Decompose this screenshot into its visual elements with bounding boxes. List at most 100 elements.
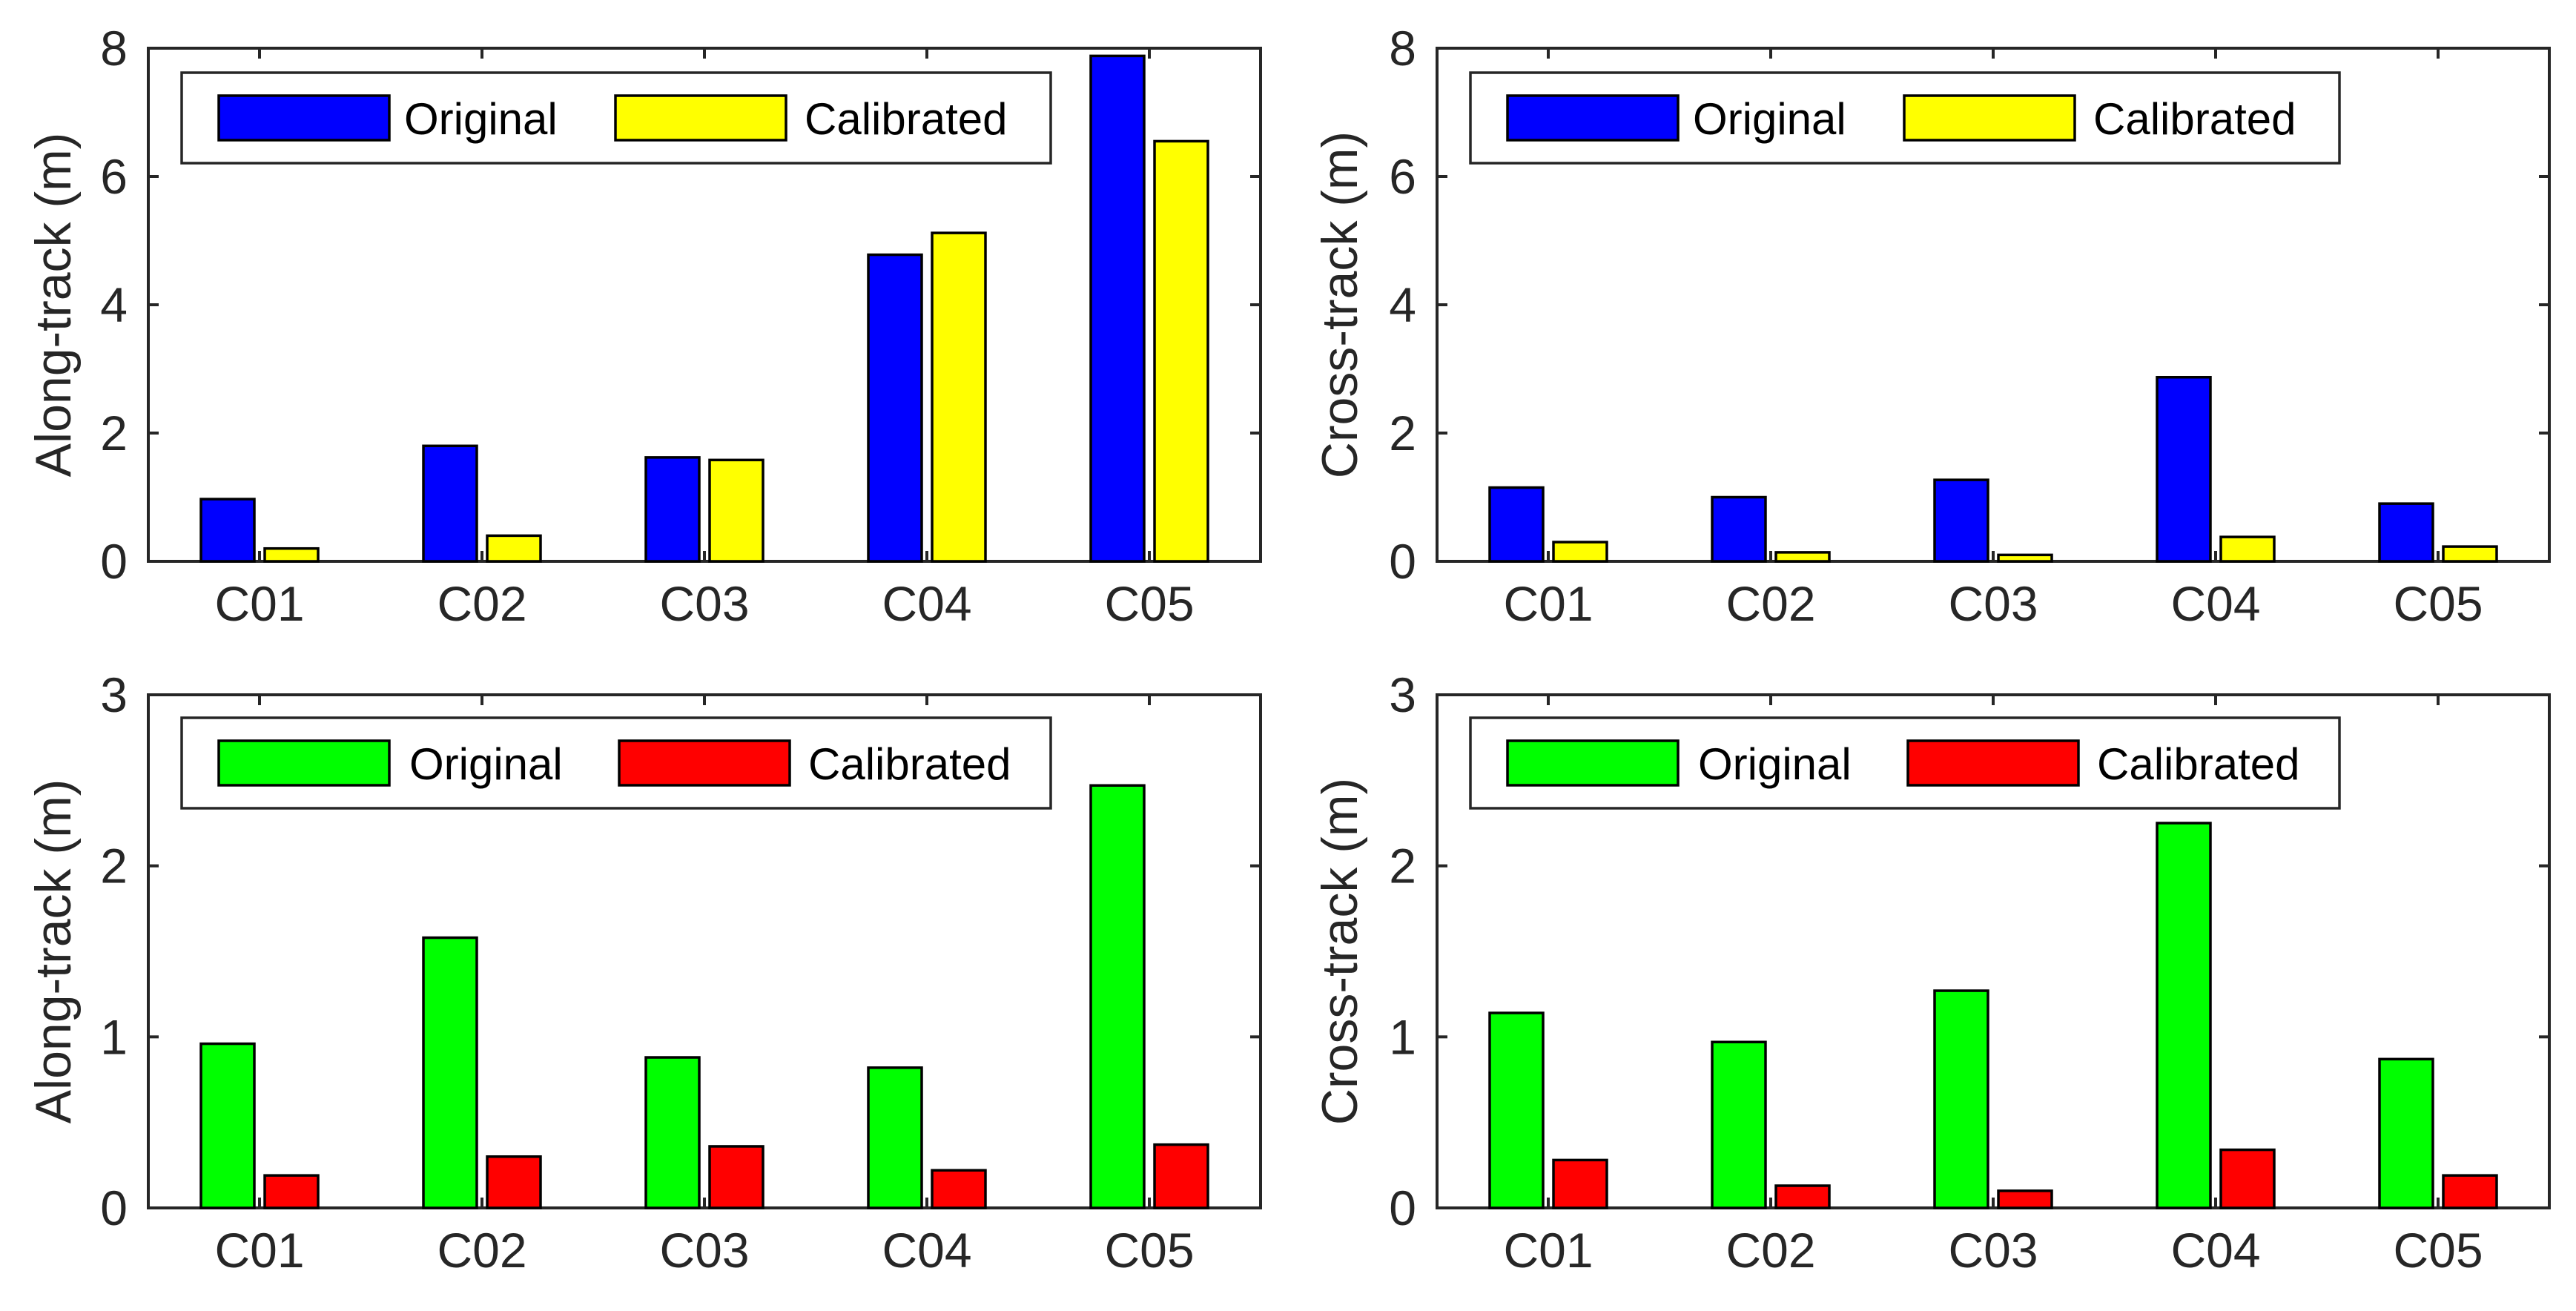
bar-c02-original: [422, 444, 478, 563]
legend: Original Calibrated: [1469, 716, 2341, 810]
x-tick-label: C03: [1948, 1223, 2038, 1278]
x-tick-label: C04: [882, 576, 971, 631]
bar-group: [1488, 822, 2498, 1209]
y-tick-label: 3: [100, 667, 128, 722]
bar-group: [199, 784, 1209, 1209]
x-tick-label: C05: [2393, 576, 2483, 631]
y-ticks: 0 1 2 3: [1389, 667, 2549, 1235]
y-tick-label: 1: [100, 1009, 128, 1064]
bar-c04-original: [2156, 822, 2212, 1209]
bar-c01-original: [199, 1042, 256, 1209]
bar-c01-original: [1488, 1011, 1545, 1209]
bar-c05-original: [2378, 502, 2434, 563]
legend-swatch-original: [1506, 739, 1680, 787]
legend-label-original: Original: [404, 94, 558, 144]
y-tick-label: 0: [100, 1180, 128, 1235]
x-ticks: C01 C02 C03 C04 C05: [214, 48, 1195, 631]
y-ticks: 0 2 4 6 8: [1389, 21, 2549, 589]
bar-c04-calibrated: [931, 231, 987, 563]
bar-c01-calibrated: [263, 546, 320, 563]
x-tick-label: C01: [1503, 1223, 1593, 1278]
bar-c04-calibrated: [931, 1169, 987, 1209]
bar-c05-calibrated: [1153, 139, 1209, 563]
legend-label-calibrated: Calibrated: [808, 739, 1011, 789]
x-tick-label: C04: [882, 1223, 971, 1278]
bar-c04-original: [2156, 375, 2212, 563]
bar-c05-calibrated: [2442, 545, 2498, 563]
x-tick-label: C05: [1104, 576, 1194, 631]
bar-c04-calibrated: [2219, 535, 2276, 563]
bar-c03-calibrated: [708, 458, 764, 563]
y-tick-label: 8: [100, 21, 128, 76]
legend-swatch-calibrated: [614, 94, 787, 142]
legend-swatch-calibrated: [618, 739, 791, 787]
bar-c05-calibrated: [1153, 1143, 1209, 1209]
x-tick-label: C03: [659, 576, 749, 631]
legend: Original Calibrated: [180, 71, 1052, 165]
y-tick-label: 0: [1389, 534, 1416, 589]
panel-bottom-left: Along-track (m) 0 1 2 3 C01 C02 C03 C04 C05 Ori…: [25, 667, 1262, 1278]
bar-c02-original: [422, 936, 478, 1209]
bar-c02-original: [1711, 495, 1767, 563]
y-tick-label: 6: [1389, 149, 1416, 204]
x-ticks: C01 C02 C03 C04 C05: [1503, 695, 2483, 1278]
legend-swatch-original: [217, 739, 391, 787]
y-axis-label: Cross-track (m): [1312, 131, 1368, 478]
bar-group: [1488, 375, 2498, 563]
bar-c01-original: [199, 498, 256, 563]
bar-c03-original: [1933, 989, 1989, 1209]
bar-c02-calibrated: [486, 1155, 542, 1209]
x-tick-label: C05: [1104, 1223, 1194, 1278]
y-tick-label: 4: [100, 277, 128, 332]
x-tick-label: C01: [214, 576, 304, 631]
bar-c05-calibrated: [2442, 1174, 2498, 1209]
y-tick-label: 2: [1389, 839, 1416, 894]
bar-c02-calibrated: [1774, 551, 1831, 563]
legend-swatch-calibrated: [1903, 94, 2076, 142]
legend-label-calibrated: Calibrated: [2097, 739, 2300, 789]
legend-label-original: Original: [1698, 739, 1852, 789]
x-tick-label: C03: [659, 1223, 749, 1278]
x-ticks: C01 C02 C03 C04 C05: [214, 695, 1195, 1278]
x-tick-label: C02: [1725, 576, 1815, 631]
bar-c04-original: [867, 253, 923, 563]
legend-label-original: Original: [1693, 94, 1846, 144]
legend-label-calibrated: Calibrated: [805, 94, 1008, 144]
x-tick-label: C02: [437, 1223, 526, 1278]
x-tick-label: C02: [1725, 1223, 1815, 1278]
bar-c03-original: [644, 456, 701, 563]
x-tick-label: C04: [2170, 576, 2260, 631]
x-tick-label: C01: [214, 1223, 304, 1278]
legend-label-original: Original: [409, 739, 563, 789]
y-tick-label: 0: [100, 534, 128, 589]
y-tick-label: 2: [100, 406, 128, 460]
bar-c03-original: [644, 1056, 701, 1209]
legend: Original Calibrated: [180, 716, 1052, 810]
y-tick-label: 6: [100, 149, 128, 204]
panel-bottom-right: Cross-track (m) 0 1 2 3 C01 C02 C03 C04 C05 Ori…: [1312, 667, 2551, 1278]
x-ticks: C01 C02 C03 C04 C05: [1503, 48, 2483, 631]
legend-swatch-calibrated: [1906, 739, 2080, 787]
bar-c05-original: [1089, 54, 1146, 563]
panel-top-right: Cross-track (m) 0 2 4 6 8 C01 C02 C03 C04 C05 Or…: [1312, 21, 2551, 631]
bar-group: [199, 54, 1209, 563]
y-ticks: 0 1 2 3: [100, 667, 1261, 1235]
y-axis-label: Along-track (m): [25, 779, 82, 1124]
y-axis-label: Along-track (m): [25, 133, 82, 478]
bar-c03-calibrated: [708, 1145, 764, 1209]
y-tick-label: 0: [1389, 1180, 1416, 1235]
bar-c02-calibrated: [486, 534, 542, 563]
y-tick-label: 8: [1389, 21, 1416, 76]
x-tick-label: C01: [1503, 576, 1593, 631]
x-tick-label: C05: [2393, 1223, 2483, 1278]
y-tick-label: 2: [1389, 406, 1416, 460]
bar-c04-calibrated: [2219, 1148, 2276, 1209]
x-tick-label: C04: [2170, 1223, 2260, 1278]
y-axis-label: Cross-track (m): [1312, 778, 1368, 1125]
y-ticks: 0 2 4 6 8: [100, 21, 1261, 589]
bar-c05-original: [2378, 1057, 2434, 1209]
x-tick-label: C03: [1948, 576, 2038, 631]
bar-c01-calibrated: [263, 1174, 320, 1209]
legend-swatch-original: [217, 94, 391, 142]
